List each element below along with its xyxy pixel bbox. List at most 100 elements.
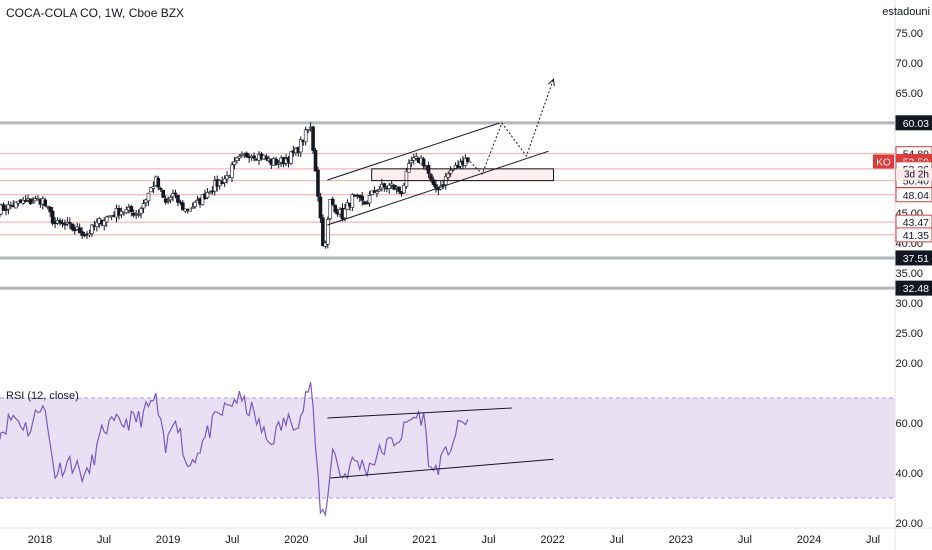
candle-body bbox=[70, 223, 75, 230]
price-label-box bbox=[895, 115, 932, 131]
candle-body bbox=[446, 173, 450, 178]
candle-body bbox=[333, 204, 337, 213]
candle-body bbox=[387, 184, 392, 189]
candle-body bbox=[232, 161, 237, 165]
candle-body bbox=[158, 188, 163, 190]
candle-body bbox=[90, 224, 94, 234]
candle-body bbox=[28, 198, 33, 205]
candle-body bbox=[173, 192, 178, 195]
candle-body bbox=[313, 150, 318, 172]
rsi-line bbox=[0, 382, 469, 517]
candle-body bbox=[200, 194, 205, 205]
candle-body bbox=[306, 128, 310, 131]
candle-body bbox=[397, 186, 401, 192]
time-tick-label: Jul bbox=[225, 534, 239, 546]
price-tick-label: 75.00 bbox=[895, 28, 923, 40]
rsi-channel-upper bbox=[327, 407, 512, 419]
candle-body bbox=[237, 155, 242, 159]
candle-body bbox=[68, 222, 72, 224]
candle-body bbox=[318, 196, 323, 219]
candle-body bbox=[323, 242, 328, 247]
channel-line-lower bbox=[327, 150, 549, 226]
candle-body bbox=[45, 205, 50, 208]
time-tick-label: Jul bbox=[482, 534, 496, 546]
candle-body bbox=[303, 129, 308, 143]
candle-body bbox=[463, 158, 468, 167]
candle-body bbox=[382, 183, 387, 188]
candle-body bbox=[102, 220, 107, 226]
candle-body bbox=[36, 198, 40, 200]
candle-body bbox=[176, 194, 180, 203]
candle-body bbox=[235, 157, 239, 161]
candle-body bbox=[146, 192, 151, 202]
candle-body bbox=[365, 202, 369, 205]
candle-body bbox=[414, 156, 419, 159]
candle-body bbox=[205, 192, 210, 198]
candle-body bbox=[4, 209, 8, 211]
price-tick-label: 20.00 bbox=[895, 358, 923, 370]
time-tick-label: Jul bbox=[866, 534, 880, 546]
candle-body bbox=[407, 163, 411, 173]
price-label-box bbox=[895, 227, 932, 243]
candle-body bbox=[193, 201, 197, 207]
candle-body bbox=[149, 187, 153, 193]
candle-body bbox=[124, 209, 129, 214]
rsi-band bbox=[0, 398, 895, 498]
candle-body bbox=[276, 162, 281, 165]
projection-arrow bbox=[548, 78, 555, 87]
price-label-box bbox=[895, 187, 932, 203]
candle-body bbox=[171, 193, 175, 197]
time-tick-label: 2023 bbox=[669, 534, 693, 546]
candle-body bbox=[13, 201, 18, 209]
candle-body bbox=[367, 195, 372, 204]
candle-body bbox=[441, 184, 446, 186]
corner-label: estadouni bbox=[882, 6, 930, 18]
price-tick-label: 35.00 bbox=[895, 268, 923, 280]
price-label-text: 32.48 bbox=[903, 283, 929, 295]
candle-body bbox=[190, 206, 195, 209]
price-tick-label: 70.00 bbox=[895, 58, 923, 70]
rsi-channel-lower bbox=[329, 458, 554, 479]
candle-body bbox=[104, 216, 109, 223]
time-tick-label: 2019 bbox=[156, 534, 180, 546]
time-tick-label: Jul bbox=[738, 534, 752, 546]
projection-path bbox=[469, 79, 554, 175]
candle-body bbox=[244, 152, 249, 157]
candle-body bbox=[31, 201, 35, 204]
candle-body bbox=[43, 199, 48, 206]
candle-body bbox=[208, 191, 212, 194]
candle-body bbox=[389, 183, 394, 186]
price-label-text: 60.03 bbox=[903, 118, 929, 130]
candle-body bbox=[343, 208, 347, 219]
candle-body bbox=[222, 178, 227, 183]
price-tick-label: 65.00 bbox=[895, 88, 923, 100]
rsi-tick-label: 20.00 bbox=[895, 518, 923, 530]
time-tick-label: 2020 bbox=[284, 534, 308, 546]
candle-body bbox=[330, 198, 335, 205]
symbol-badge bbox=[873, 154, 894, 169]
time-tick-label: 2024 bbox=[797, 534, 821, 546]
candle-body bbox=[411, 157, 416, 161]
candle-body bbox=[316, 169, 320, 197]
time-tick-label: Jul bbox=[353, 534, 367, 546]
zone-box bbox=[371, 168, 554, 182]
candle-body bbox=[434, 184, 438, 189]
rsi-tick-label: 60.00 bbox=[895, 418, 923, 430]
candle-body bbox=[210, 190, 215, 193]
channel-line-upper bbox=[327, 122, 500, 181]
candle-body bbox=[21, 200, 25, 204]
candle-body bbox=[139, 208, 143, 214]
candle-body bbox=[168, 197, 173, 201]
countdown-box bbox=[896, 168, 932, 181]
candle-body bbox=[298, 139, 303, 153]
countdown-text: 3d 2h bbox=[904, 169, 929, 180]
price-label-text: 37.51 bbox=[903, 253, 929, 265]
price-label-text: 48.04 bbox=[903, 190, 929, 202]
candle-body bbox=[431, 179, 436, 185]
candle-body bbox=[448, 169, 453, 174]
candle-body bbox=[264, 156, 269, 160]
symbol-badge-text: KO bbox=[876, 157, 891, 168]
candle-body bbox=[375, 191, 379, 194]
candle-body bbox=[141, 203, 146, 209]
